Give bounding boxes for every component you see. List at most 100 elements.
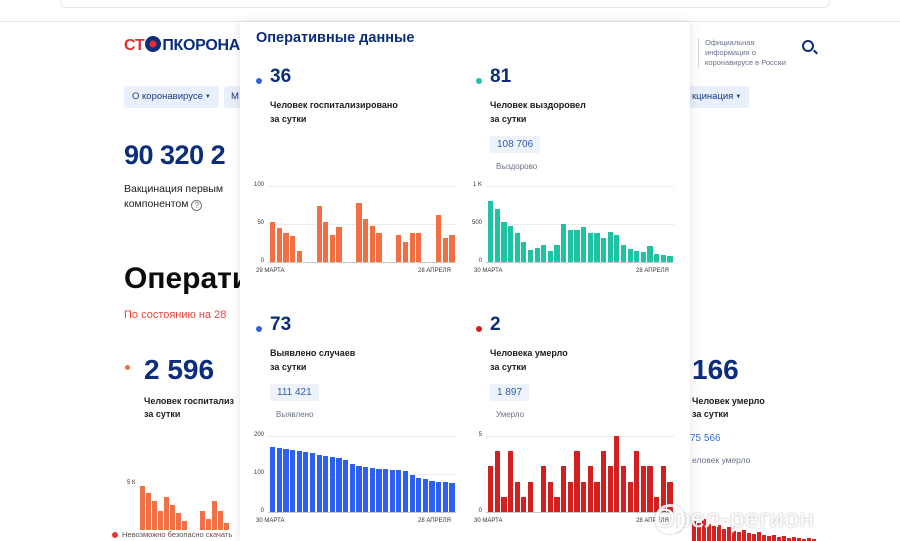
chart-bar xyxy=(647,246,653,262)
gridline xyxy=(486,512,674,513)
search-icon[interactable] xyxy=(802,40,814,52)
chart-bar xyxy=(376,233,382,262)
chart-bar xyxy=(574,230,580,262)
bg-chart-bar xyxy=(742,530,746,541)
chart-bar xyxy=(654,253,660,262)
chart-bar xyxy=(594,233,600,262)
chart-bar xyxy=(309,453,316,512)
bg-chart-bar xyxy=(152,501,157,541)
bg-chart-bar xyxy=(170,505,175,541)
bg-chart-bar xyxy=(712,526,716,541)
chart-bar xyxy=(634,250,640,262)
hosp-dot xyxy=(125,365,130,370)
stat-number: 36 xyxy=(270,66,292,87)
mini-bar-chart: 1 K 500 0 30 МАРТА 28 АПРЕЛЯ xyxy=(468,180,678,285)
stat-label-line1: Человек госпитализировано xyxy=(270,100,398,110)
chart-bar xyxy=(587,466,593,512)
chart-bar xyxy=(607,466,613,512)
chart-bar xyxy=(667,481,673,512)
deaths-total[interactable]: 75 566 xyxy=(690,433,721,444)
bg-chart-bar xyxy=(747,533,751,541)
hosp-label: Человек госпитализ за сутки xyxy=(144,395,234,421)
bg-chart-bar xyxy=(797,538,801,541)
stat-label-line2: за сутки xyxy=(490,362,527,372)
stat-total-link[interactable]: 108 706 xyxy=(490,136,541,153)
official-info-text: Официальная информация о коронавирусе в … xyxy=(698,38,798,68)
chart-bar xyxy=(289,236,296,262)
bg-chart-bar xyxy=(737,532,741,541)
caret-down-icon: ▼ xyxy=(204,94,211,100)
stat-number: 81 xyxy=(490,66,512,87)
x-axis-start-label: 30 МАРТА xyxy=(256,518,285,524)
chart-bar xyxy=(303,451,309,512)
hosp-number: 2 596 xyxy=(144,354,215,385)
y-tick-label: 500 xyxy=(471,220,482,226)
chart-bar xyxy=(276,448,282,512)
watermark-circle xyxy=(655,504,685,534)
chart-bar xyxy=(627,481,633,512)
chart-bar xyxy=(402,242,409,262)
nav-about-coronavirus[interactable]: О коронавирусе ▼ xyxy=(124,86,219,108)
chart-bar xyxy=(363,219,369,262)
chart-bar xyxy=(382,469,389,512)
bg-chart-bar xyxy=(692,521,696,541)
vaccination-label-text: Вакцинация первым компонентом xyxy=(124,183,224,210)
chart-bar xyxy=(270,447,276,512)
stat-label-line2: за сутки xyxy=(490,114,527,124)
nav-vaccination[interactable]: кцинация ▼ xyxy=(684,86,750,108)
stat-label-line1: Выявлено случаев xyxy=(270,348,356,358)
stat-total-label: Выявлено xyxy=(276,410,314,419)
stat-number: 73 xyxy=(270,314,292,335)
chart-bar xyxy=(323,222,329,262)
nav-label: М xyxy=(231,91,239,102)
bullet-dot xyxy=(256,326,262,332)
bg-chart-bar xyxy=(777,537,781,541)
chart-bar xyxy=(436,481,442,512)
chart-bar xyxy=(429,480,435,512)
y-tick-label: 0 xyxy=(478,508,482,514)
nav-item-partial[interactable]: М xyxy=(224,86,244,108)
nav-label: кцинация xyxy=(692,91,734,102)
y-tick-label: 100 xyxy=(253,470,264,476)
chart-bar xyxy=(396,470,402,512)
mini-bar-chart: 5 0 30 МАРТА 28 АПРЕЛЯ xyxy=(468,430,678,535)
stat-label: Человека умерло за сутки xyxy=(490,346,660,374)
bullet-dot xyxy=(476,326,482,332)
chart-bar xyxy=(667,255,673,262)
chart-bar xyxy=(594,481,600,512)
help-icon[interactable]: ? xyxy=(191,200,203,211)
panel-title: Оперативные данные xyxy=(256,30,415,46)
stat-total-link[interactable]: 1 897 xyxy=(490,384,530,401)
chart-bar xyxy=(442,237,448,262)
stopcoronavirus-logo[interactable]: СТ ПКОРОНАВИ xyxy=(124,36,263,55)
chart-bar xyxy=(396,234,402,262)
bg-chart-bar xyxy=(212,501,217,541)
gridline xyxy=(268,512,456,513)
stat-label-line2: за сутки xyxy=(270,114,307,124)
virus-icon xyxy=(145,36,162,52)
bg-chart-bar xyxy=(732,531,736,541)
bg-chart-bar xyxy=(158,511,163,541)
as-of-date: По состоянию на 28 xyxy=(124,309,227,321)
stat-card: 81 Человек выздоровел за сутки 108 706 Выздо… xyxy=(476,66,686,176)
bg-deaths-chart xyxy=(692,496,816,541)
bg-chart-bar xyxy=(727,527,731,541)
chart-bar xyxy=(507,451,514,512)
chart-bar xyxy=(296,251,302,262)
y-tick-label: 100 xyxy=(253,182,264,188)
stat-total-label: Умерло xyxy=(496,410,525,419)
chart-bar xyxy=(627,249,633,262)
mini-bar-chart: 100 50 0 29 МАРТА 28 АПРЕЛЯ xyxy=(250,180,460,285)
bg-chart-bar xyxy=(757,532,761,541)
gridline xyxy=(268,474,456,475)
chart-bar xyxy=(336,458,342,512)
chart-bar xyxy=(521,242,527,262)
gridline xyxy=(486,262,674,263)
chart-bar xyxy=(270,222,276,262)
chart-bar xyxy=(416,477,422,512)
stat-total-link[interactable]: 111 421 xyxy=(270,384,319,401)
bg-chart-bar xyxy=(767,536,771,541)
section-title: Операти xyxy=(124,262,251,295)
bullet-dot xyxy=(476,78,482,84)
chart-bar xyxy=(521,496,527,512)
